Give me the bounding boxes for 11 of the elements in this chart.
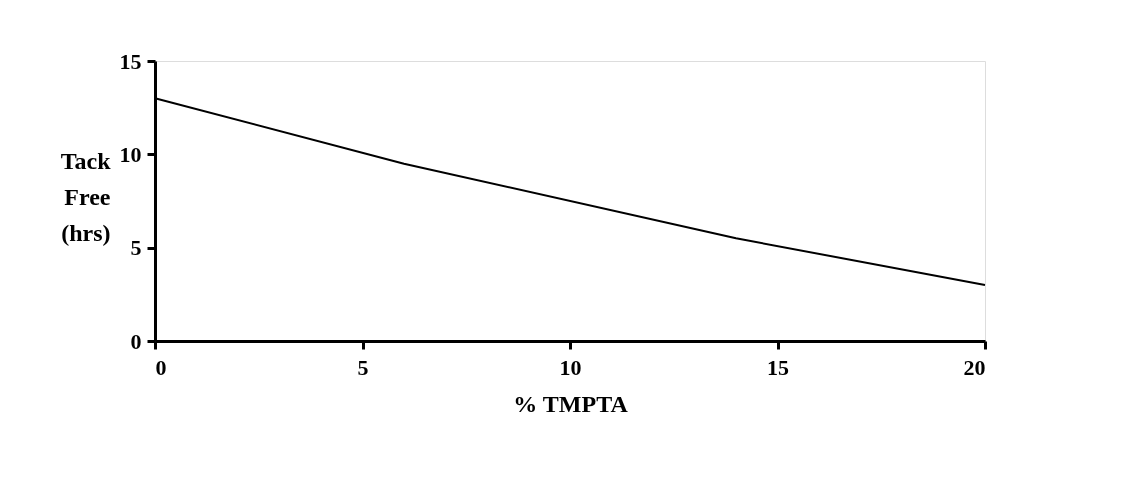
y-tick-label: 0 (130, 328, 142, 354)
y-tick-label: 5 (130, 235, 142, 261)
x-axis-title: % TMPTA (513, 390, 629, 417)
y-tick-label: 15 (119, 48, 142, 74)
x-tick-label: 20 (963, 354, 986, 380)
x-tick-label: 15 (767, 354, 789, 380)
y-tick-label: 10 (119, 141, 142, 167)
x-tick-label: 0 (155, 354, 167, 380)
x-tick-label: 10 (559, 354, 582, 380)
x-tick-label: 5 (357, 354, 369, 380)
y-axis-title: Tack Free (hrs) (60, 147, 112, 246)
